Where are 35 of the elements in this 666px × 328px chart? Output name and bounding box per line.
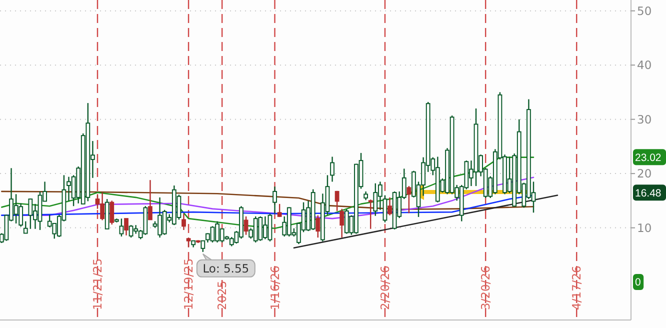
- x-tick-label: 2025: [215, 280, 230, 310]
- candlestick: [406, 185, 412, 214]
- x-tick-label: 4/17/26: [570, 266, 584, 310]
- x-tick-label: 1/16/26: [268, 266, 282, 310]
- candlestick: [124, 218, 128, 236]
- annotation: 16.48: [635, 187, 662, 200]
- candlestick: [388, 196, 392, 216]
- x-tick-label: 3/20/26: [478, 266, 493, 310]
- y-tick-label: 40: [637, 58, 652, 72]
- y-tick-label: 20: [637, 166, 652, 181]
- x-tick-label: 2/20/26: [378, 266, 392, 310]
- candlestick: [23, 220, 28, 234]
- candlestick: [334, 190, 340, 212]
- y-tick-label: 30: [637, 112, 652, 126]
- candlestick: [330, 156, 334, 182]
- y-tick-label: 50: [637, 4, 652, 18]
- candlestick: [368, 198, 373, 230]
- candlestick: [316, 214, 320, 238]
- annotation: Lo: 5.55: [202, 261, 250, 276]
- candlestick: [200, 240, 206, 253]
- candlestick: [119, 218, 124, 238]
- candlestick: [110, 200, 114, 226]
- candlestick: [182, 213, 186, 231]
- x-tick-label: 12/19/25: [182, 258, 196, 310]
- candlestick: [277, 203, 282, 218]
- candlestick: [244, 216, 248, 236]
- annotation: 23.02: [635, 152, 662, 164]
- candlestick: [186, 236, 191, 248]
- candlestick: [148, 179, 152, 220]
- annotation: 0: [635, 276, 641, 289]
- y-tick-label: 10: [637, 220, 652, 235]
- candlestick: [340, 208, 344, 238]
- candlestick: [382, 194, 388, 223]
- x-tick-label: 11/21/25: [90, 258, 105, 310]
- candlestick: [272, 186, 277, 214]
